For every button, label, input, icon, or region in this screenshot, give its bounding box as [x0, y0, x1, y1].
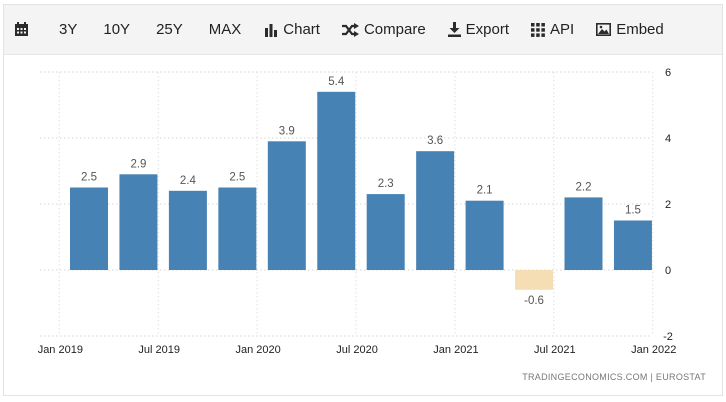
bar-chart-icon	[265, 23, 278, 37]
data-label: 2.5	[81, 172, 97, 184]
source-credit: TRADINGECONOMICS.COM | EUROSTAT	[522, 372, 706, 382]
x-tick-label: Jan 2022	[631, 344, 676, 356]
shuffle-icon	[341, 22, 359, 37]
range-3y-label: 3Y	[59, 21, 78, 38]
chart-toolbar: 3Y 10Y 25Y MAX Chart Compare Export	[4, 5, 722, 55]
y-tick-label: 6	[665, 67, 671, 79]
x-tick-label: Jan 2019	[38, 344, 83, 356]
bar	[613, 220, 652, 270]
bar	[366, 194, 405, 270]
compare-label: Compare	[363, 21, 426, 38]
bar	[218, 187, 257, 270]
bar	[168, 190, 207, 270]
calendar-icon	[15, 22, 28, 36]
data-label: 3.9	[279, 125, 295, 137]
x-tick-label: Jul 2019	[138, 344, 180, 356]
data-label: 2.1	[477, 185, 493, 197]
grid-icon	[531, 22, 545, 37]
download-icon	[447, 22, 461, 37]
bar	[465, 200, 504, 270]
x-tick-label: Jul 2021	[534, 344, 576, 356]
y-tick-label: 2	[665, 199, 671, 211]
bar	[564, 197, 603, 270]
range-25y-button[interactable]: 25Y	[156, 5, 183, 54]
data-label: 3.6	[427, 135, 443, 147]
data-label: 2.4	[180, 175, 197, 187]
chart-label: Chart	[283, 21, 320, 38]
data-label: 5.4	[328, 76, 345, 88]
bar	[70, 187, 108, 270]
bar	[416, 151, 455, 270]
data-label: 1.5	[625, 205, 641, 217]
range-max-label: MAX	[208, 21, 242, 38]
x-tick-label: Jan 2020	[235, 344, 280, 356]
y-tick-label: 0	[665, 265, 671, 277]
embed-label: Embed	[616, 21, 664, 38]
api-button[interactable]: API	[531, 5, 574, 54]
range-25y-label: 25Y	[156, 21, 183, 38]
embed-button[interactable]: Embed	[596, 5, 664, 54]
export-label: Export	[465, 21, 510, 38]
bar	[119, 174, 158, 270]
range-10y-label: 10Y	[103, 21, 131, 38]
image-icon	[596, 23, 612, 36]
data-label: 2.3	[378, 178, 394, 190]
compare-button[interactable]: Compare	[341, 5, 426, 54]
bar	[267, 141, 306, 270]
data-label: 2.2	[576, 181, 592, 193]
data-label: 2.9	[130, 158, 146, 170]
export-button[interactable]: Export	[447, 5, 510, 54]
x-tick-label: Jan 2021	[433, 344, 478, 356]
calendar-button[interactable]	[14, 5, 34, 54]
chart-button[interactable]: Chart	[265, 5, 320, 54]
range-3y-button[interactable]: 3Y	[59, 5, 77, 54]
api-label: API	[550, 21, 575, 38]
bar	[317, 91, 356, 270]
x-tick-label: Jul 2020	[336, 344, 378, 356]
data-label: -0.6	[524, 295, 544, 307]
range-10y-button[interactable]: 10Y	[103, 5, 130, 54]
range-max-button[interactable]: MAX	[209, 5, 242, 54]
bar	[515, 270, 554, 290]
data-label: 2.5	[229, 172, 245, 184]
y-tick-label: 4	[665, 133, 671, 145]
y-tick-label: -2	[663, 331, 673, 343]
